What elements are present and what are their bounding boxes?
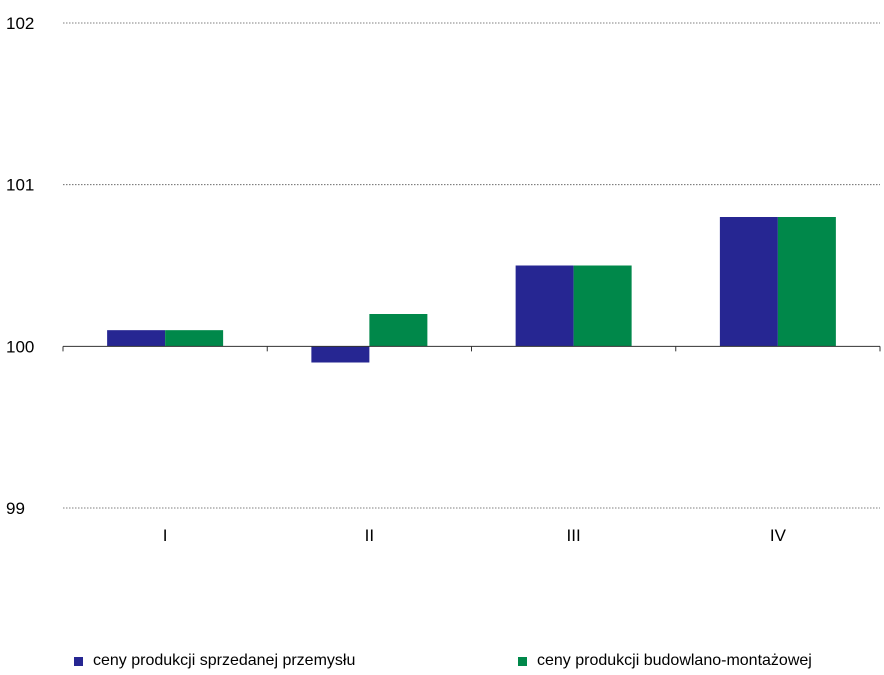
category-label: II: [365, 526, 374, 545]
legend-item-series-1: ceny produkcji sprzedanej przemysłu: [74, 652, 355, 670]
y-tick-label: 100: [6, 337, 34, 356]
bar-series-2-iii: [573, 265, 632, 347]
bar-series-1-iv: [719, 217, 778, 347]
gridlines: [63, 22, 880, 509]
category-labels: I II III IV: [163, 526, 787, 545]
y-tick-label: 102: [6, 14, 34, 33]
bars: [107, 217, 836, 363]
bar-series-1-iii: [515, 265, 574, 347]
legend: ceny produkcji sprzedanej przemysłu ceny…: [0, 652, 884, 674]
y-tick-label: 99: [6, 499, 25, 518]
legend-swatch-series-2: [518, 656, 527, 666]
legend-label-series-1: ceny produkcji sprzedanej przemysłu: [93, 652, 356, 669]
y-tick-label: 101: [6, 176, 34, 195]
category-label: IV: [770, 526, 787, 545]
legend-label-series-2: ceny produkcji budowlano-montażowej: [537, 652, 812, 669]
category-label: III: [567, 526, 581, 545]
bar-series-2-i: [165, 330, 224, 347]
y-tick-labels: 99 100 101 102: [6, 14, 34, 518]
bar-series-2-ii: [369, 314, 428, 347]
bar-series-1-ii: [311, 346, 370, 363]
category-label: I: [163, 526, 168, 545]
legend-item-series-2: ceny produkcji budowlano-montażowej: [518, 652, 812, 670]
x-axis: [62, 345, 881, 352]
bar-series-2-iv: [777, 217, 836, 347]
legend-swatch-series-1: [74, 656, 83, 666]
bar-series-1-i: [107, 330, 166, 347]
